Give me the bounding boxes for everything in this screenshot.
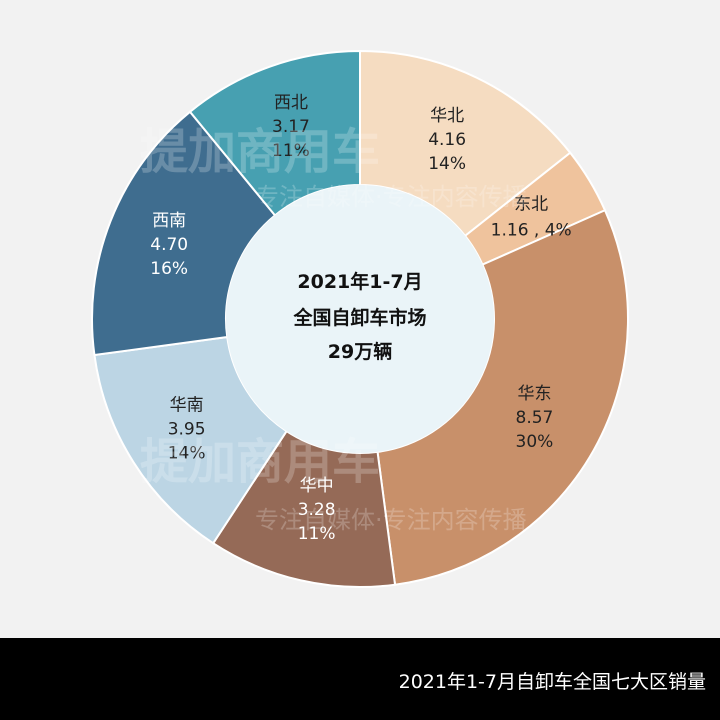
- slice-7: [188, 49, 361, 217]
- slice-label-6: 西南 4.70 16%: [150, 211, 188, 279]
- watermark-logo-text: 提加商用车: [140, 124, 380, 180]
- slice-percent-label: 14%: [428, 154, 466, 174]
- slice-category-label: 西北: [274, 93, 308, 113]
- slice-value-label: 3.95: [168, 419, 206, 439]
- slice-label-5: 华南 3.95 14%: [168, 395, 206, 463]
- slice-label-4: 华中 3.28 11%: [298, 476, 336, 544]
- donut-chart: 华北 4.16 14% 东北 1.16 , 4% 华东 8.57 30% 华中 3.28 11% 华南…: [91, 49, 629, 588]
- watermark-logo-text: 提加商用车: [140, 434, 380, 490]
- caption-bar: 2021年1-7月自卸车全国七大区销量: [0, 638, 720, 720]
- slice-category-label: 华北: [430, 106, 464, 126]
- slice-category-label: 华南: [170, 395, 204, 415]
- slice-value-label: 4.70: [150, 235, 188, 255]
- slice-labels: 华北 4.16 14% 东北 1.16 , 4% 华东 8.57 30% 华中 3.28 11% 华南…: [150, 93, 571, 544]
- slice-category-label: 东北: [514, 195, 548, 215]
- slice-category-label: 华中: [300, 476, 334, 496]
- center-text-line-1: 2021年1-7月: [297, 270, 422, 293]
- slice-label-1: 华北 4.16 14%: [428, 106, 466, 174]
- center-text-line-3: 29万辆: [328, 340, 392, 363]
- watermark-top: 提加商用车 专注自媒体·专注内容传播: [140, 124, 527, 211]
- slice-percent-label: 30%: [516, 432, 554, 452]
- slice-label-3: 华东 8.57 30%: [516, 384, 554, 452]
- slice-value-label: 3.28: [298, 500, 336, 520]
- caption-text: 2021年1-7月自卸车全国七大区销量: [398, 671, 706, 693]
- watermark-bottom: 提加商用车 专注自媒体·专注内容传播: [140, 434, 527, 534]
- slice-percent-label: 16%: [150, 259, 188, 279]
- slice-label-2: 东北 1.16 , 4%: [491, 195, 572, 241]
- slice-percent-label: 11%: [298, 524, 336, 544]
- watermark-slogan: 专注自媒体·专注内容传播: [255, 506, 527, 534]
- slice-category-label: 华东: [517, 384, 551, 404]
- center-text-line-2: 全国自卸车市场: [292, 306, 426, 329]
- slice-percent-label: 14%: [168, 443, 206, 463]
- slice-label-7: 西北 3.17 11%: [272, 93, 310, 161]
- watermark-slogan: 专注自媒体·专注内容传播: [255, 183, 527, 211]
- slice-value-label: 3.17: [272, 117, 310, 137]
- slice-value-percent-label: 1.16 , 4%: [491, 221, 572, 241]
- slice-percent-label: 11%: [272, 141, 310, 161]
- slice-category-label: 西南: [152, 211, 186, 231]
- slice-value-label: 4.16: [428, 130, 466, 150]
- donut-hole: [226, 185, 494, 453]
- slice-value-label: 8.57: [516, 408, 554, 428]
